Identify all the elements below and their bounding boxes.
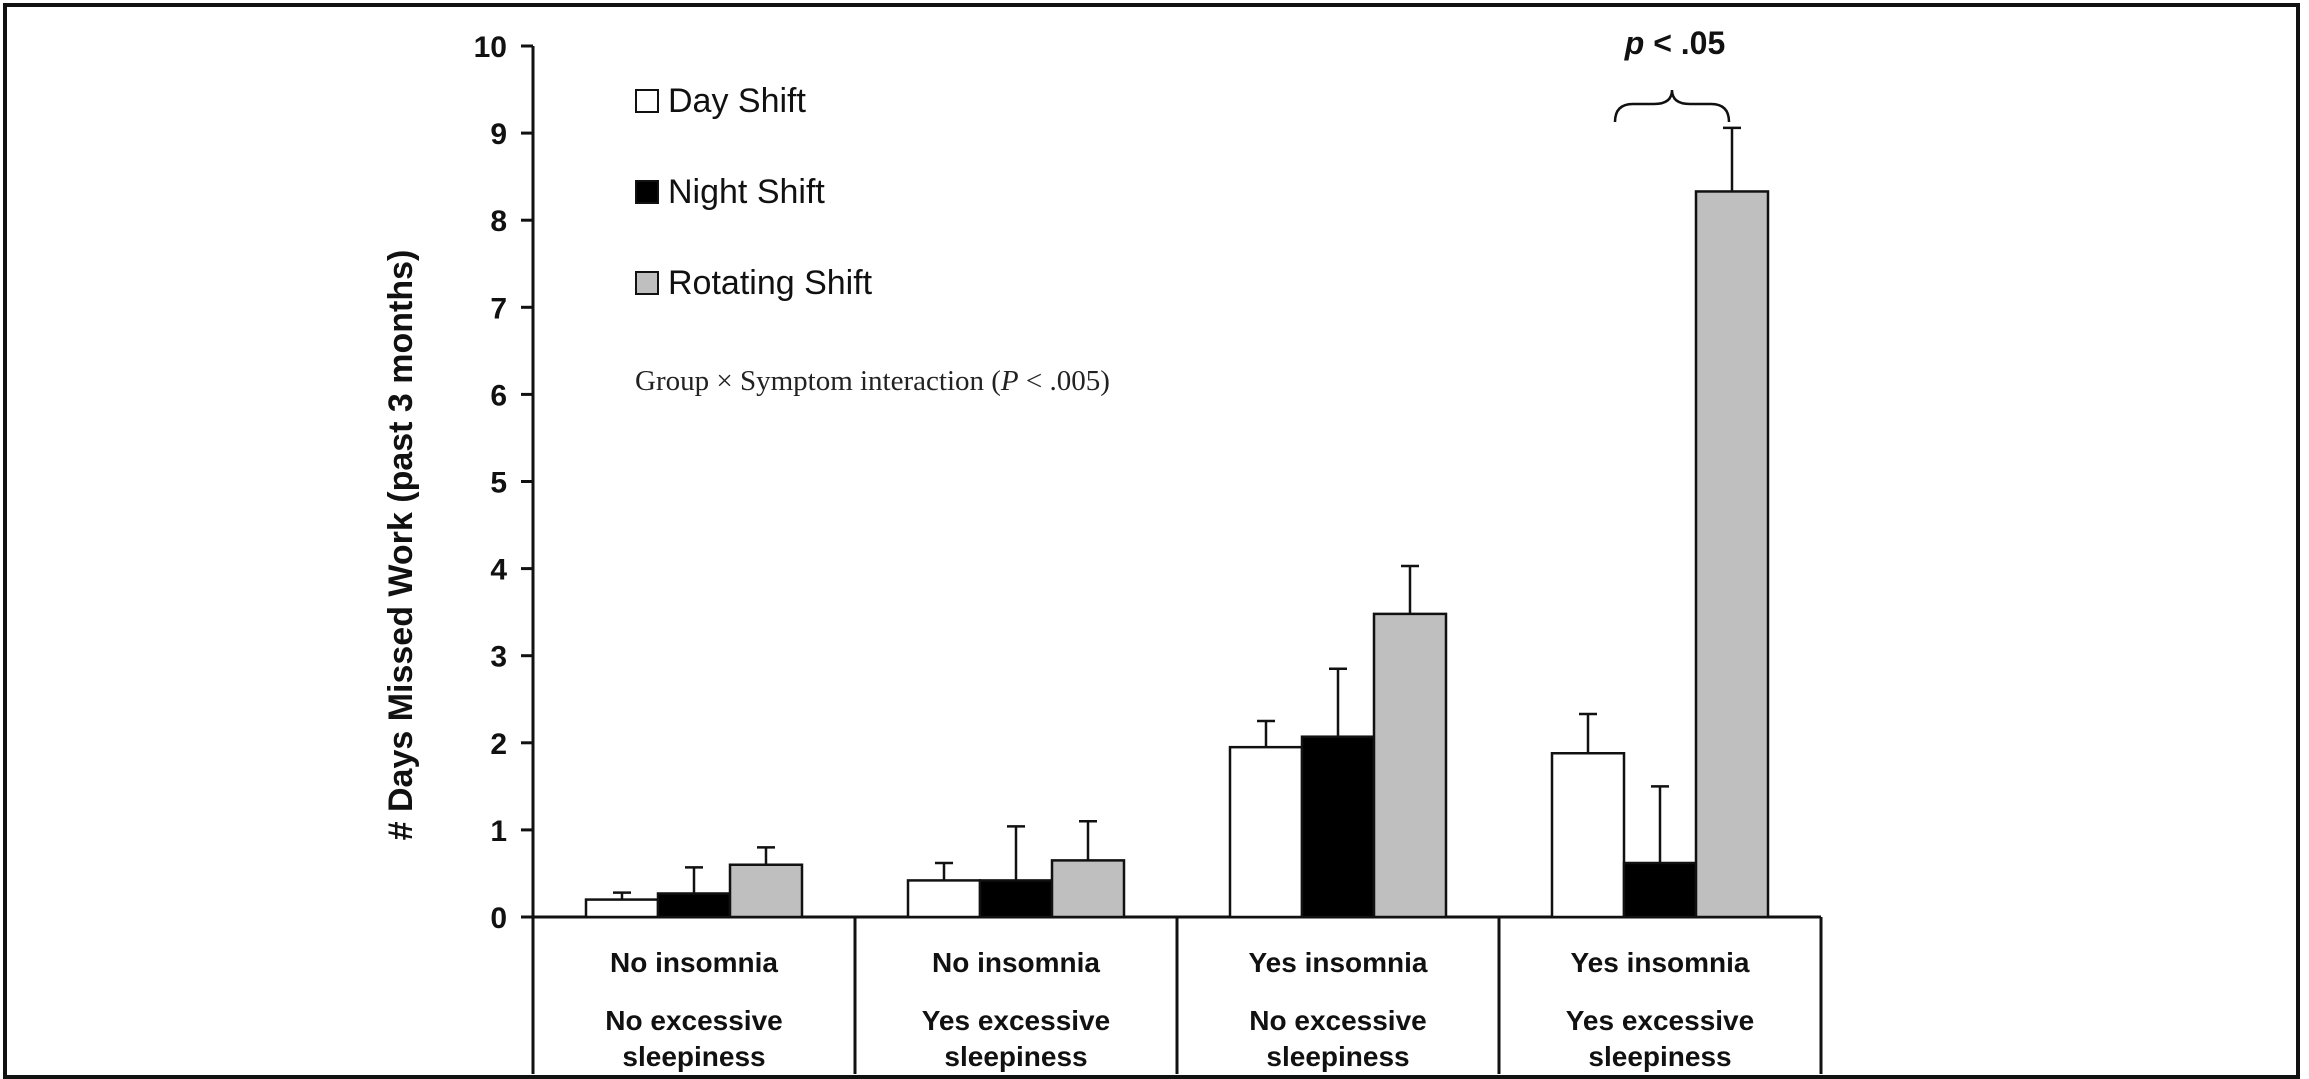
bar — [728, 863, 804, 919]
legend: Day Shift Night Shift Rotating Shift — [635, 82, 873, 302]
bar — [1372, 612, 1448, 919]
category-label-line1: Yes insomnia — [1571, 947, 1750, 978]
figure-frame — [3, 3, 2300, 1079]
interaction-annotation: Group × Symptom interaction (P < .005) — [635, 365, 1110, 397]
category-label-line2: Yes excessive — [1566, 1005, 1754, 1036]
y-axis-label: # Days Missed Work (past 3 months) — [382, 250, 420, 841]
legend-swatch — [635, 271, 659, 295]
category-label-line3: sleepiness — [1588, 1041, 1731, 1072]
legend-swatch — [635, 89, 659, 113]
significance-suffix: < .05 — [1644, 25, 1725, 61]
bar — [906, 879, 982, 919]
legend-label: Rotating Shift — [668, 264, 873, 302]
bar — [1550, 752, 1626, 919]
bar — [1300, 735, 1376, 919]
legend-swatch — [635, 180, 659, 204]
y-tick-label: 3 — [490, 641, 507, 674]
y-tick-label: 1 — [490, 815, 507, 848]
category-label-line2: Yes excessive — [922, 1005, 1110, 1036]
bar — [1622, 861, 1698, 919]
y-tick-labels: 0 1 2 3 4 5 6 7 8 9 10 — [474, 31, 533, 935]
legend-label: Day Shift — [668, 82, 806, 120]
y-tick-label: 9 — [490, 118, 507, 151]
category-labels: No insomnia No excessive sleepiness No inso… — [605, 947, 1754, 1072]
y-tick-label: 4 — [490, 554, 507, 587]
category-label-line3: sleepiness — [944, 1041, 1087, 1072]
y-tick-label: 5 — [490, 467, 507, 500]
significance-brace — [1613, 89, 1731, 123]
y-tick-label: 6 — [490, 379, 507, 412]
category-label-line1: No insomnia — [932, 947, 1100, 978]
y-tick-label: 0 — [490, 902, 507, 935]
category-label-line1: Yes insomnia — [1249, 947, 1428, 978]
category-label-line1: No insomnia — [610, 947, 778, 978]
category-label-line2: No excessive — [1249, 1005, 1426, 1036]
category-label-line3: sleepiness — [622, 1041, 765, 1072]
bar — [1228, 745, 1304, 919]
interaction-prefix: Group × Symptom interaction ( — [635, 365, 1001, 397]
bar — [584, 898, 660, 919]
bar — [1050, 859, 1126, 919]
significance-p: p — [1624, 25, 1645, 61]
significance-annotation: p < .05 — [1624, 25, 1726, 61]
bar-marks — [584, 190, 1770, 919]
interaction-p: P — [1000, 365, 1019, 397]
y-tick-label: 2 — [490, 728, 507, 761]
bar — [978, 879, 1054, 919]
y-tick-label: 8 — [490, 205, 507, 238]
y-tick-label: 7 — [490, 292, 507, 325]
legend-label: Night Shift — [668, 173, 825, 211]
category-label-line2: No excessive — [605, 1005, 782, 1036]
bar — [656, 892, 732, 919]
interaction-suffix: < .005) — [1019, 365, 1110, 397]
y-tick-label: 10 — [474, 31, 507, 64]
bar — [1694, 190, 1770, 919]
category-label-line3: sleepiness — [1266, 1041, 1409, 1072]
error-bars — [613, 126, 1741, 900]
